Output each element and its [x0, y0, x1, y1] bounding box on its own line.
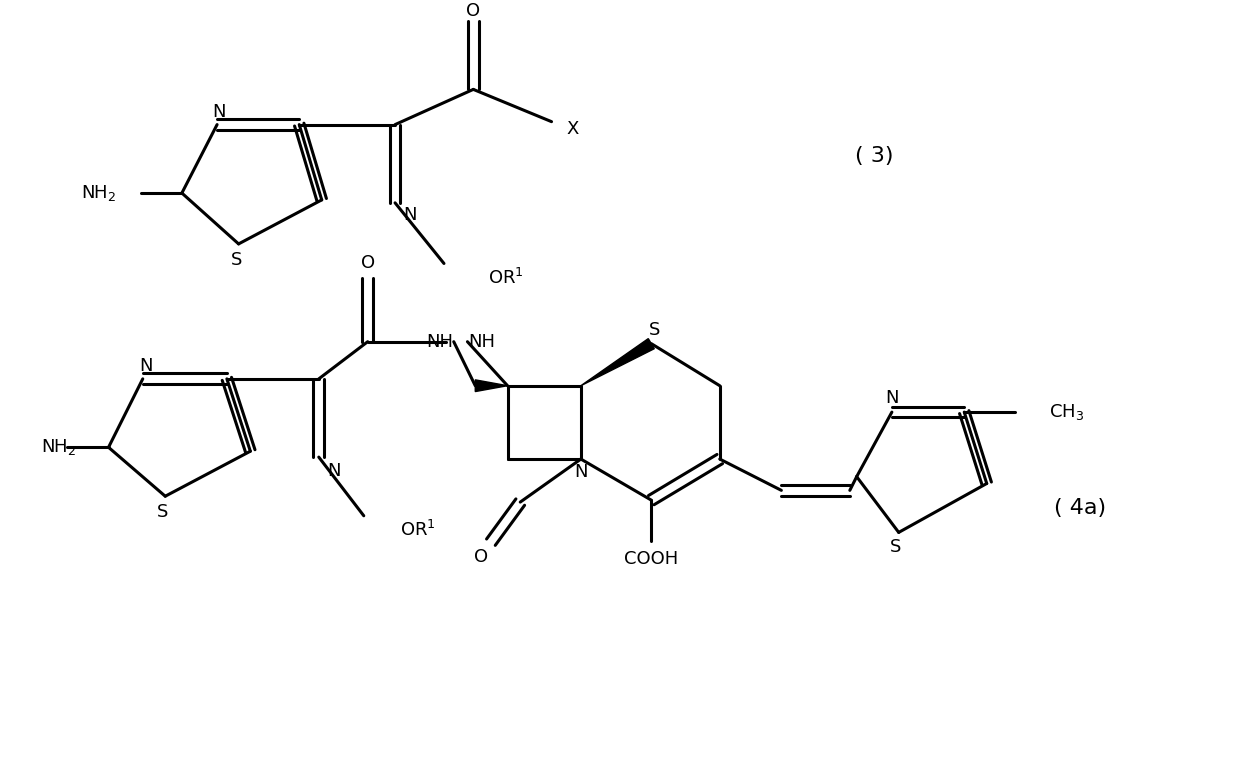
Text: OR$^1$: OR$^1$	[489, 268, 523, 288]
Text: O: O	[361, 255, 374, 272]
Text: N: N	[212, 103, 226, 121]
Text: S: S	[890, 538, 901, 556]
Text: N: N	[139, 357, 153, 375]
Polygon shape	[580, 339, 655, 386]
Text: ( 3): ( 3)	[856, 146, 894, 166]
Text: COOH: COOH	[624, 550, 678, 568]
Text: O: O	[474, 548, 489, 566]
Text: N: N	[574, 463, 588, 480]
Text: N: N	[885, 389, 899, 408]
Text: CH$_3$: CH$_3$	[1049, 402, 1085, 422]
Text: N: N	[403, 206, 417, 223]
Text: O: O	[466, 2, 480, 20]
Polygon shape	[475, 380, 507, 392]
Text: NH: NH	[469, 333, 496, 350]
Text: NH$_2$: NH$_2$	[81, 183, 117, 203]
Text: S: S	[156, 503, 167, 521]
Text: S: S	[649, 321, 660, 339]
Text: S: S	[231, 251, 242, 269]
Text: N: N	[327, 462, 341, 480]
Text: ( 4a): ( 4a)	[1054, 498, 1106, 518]
Text: OR$^1$: OR$^1$	[401, 519, 435, 539]
Text: NH$_2$: NH$_2$	[41, 438, 77, 457]
Text: NH: NH	[427, 333, 454, 350]
Text: X: X	[567, 119, 579, 138]
